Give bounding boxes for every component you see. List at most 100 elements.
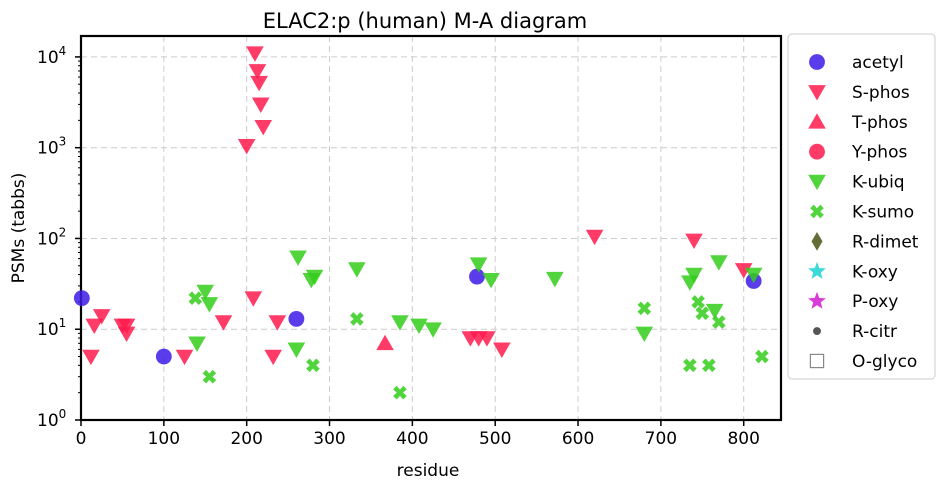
s-phos-point — [493, 342, 511, 358]
legend-label-p-oxy: P-oxy — [852, 292, 898, 312]
k-ubiq-point — [482, 273, 500, 289]
legend-label-acetyl: acetyl — [852, 53, 904, 73]
legend-marker-acetyl — [809, 54, 825, 70]
s-phos-point — [82, 349, 100, 366]
legend-marker-r-citr — [813, 327, 821, 336]
x-tick-label: 800 — [727, 429, 759, 449]
k-sumo-point — [695, 306, 710, 321]
k-ubiq-point — [200, 297, 219, 313]
k-ubiq-point — [348, 262, 366, 278]
k-sumo-point — [637, 301, 652, 316]
k-ubiq-point — [424, 322, 442, 338]
k-sumo-point — [202, 369, 217, 384]
s-phos-point — [85, 318, 104, 335]
k-ubiq-point — [469, 257, 488, 273]
x-tick-label: 100 — [148, 429, 180, 449]
s-phos-point — [246, 46, 264, 62]
y-tick-exponent: 0 — [59, 407, 67, 421]
s-phos-point — [248, 64, 267, 80]
legend-label-r-dimet: R-dimet — [852, 232, 919, 252]
y-tick-exponent: 4 — [59, 44, 67, 58]
legend-marker-k-oxy — [808, 261, 826, 279]
k-ubiq-point — [196, 284, 215, 301]
x-tick-label: 600 — [562, 429, 594, 449]
legend-marker-s-phos — [808, 85, 826, 101]
legend-label-o-glyco: O-glyco — [852, 352, 917, 372]
acetyl-point — [288, 310, 305, 327]
s-phos-point — [585, 229, 604, 246]
x-tick-label: 700 — [645, 429, 677, 449]
legend-marker-k-sumo — [810, 204, 824, 219]
acetyl-point — [155, 348, 172, 365]
k-sumo-point — [188, 291, 203, 305]
s-phos-point — [268, 315, 287, 331]
k-sumo-point — [306, 358, 320, 373]
legend-marker-y-phos — [809, 143, 825, 160]
y-tick-label: 103 — [37, 135, 66, 159]
s-phos-point — [685, 233, 703, 250]
legend-label-t-phos: T-phos — [851, 113, 908, 133]
legend-label-r-citr: R-citr — [852, 322, 897, 342]
s-phos-point — [175, 349, 194, 366]
k-ubiq-point — [289, 250, 307, 266]
legend-label-s-phos: S-phos — [852, 83, 910, 103]
k-sumo-point — [350, 312, 364, 326]
k-ubiq-point — [705, 303, 724, 320]
s-phos-point — [251, 97, 270, 113]
s-phos-point — [264, 349, 282, 366]
legend-marker-o-glyco — [809, 353, 825, 369]
legend-label-y-phos: Y-phos — [851, 143, 907, 163]
plot-frame — [79, 34, 783, 422]
acetyl-point — [73, 290, 90, 307]
legend-label-k-oxy: K-oxy — [852, 262, 898, 282]
legend-frame — [787, 33, 936, 380]
k-ubiq-point — [410, 318, 428, 335]
chart-title: ELAC2:p (human) M-A diagram — [263, 9, 587, 33]
s-phos-point — [92, 309, 111, 325]
k-ubiq-point — [744, 267, 763, 284]
grid — [81, 36, 781, 420]
legend-marker-p-oxy — [808, 291, 826, 309]
legend-label-k-ubiq: K-ubiq — [852, 173, 905, 193]
k-ubiq-point — [305, 269, 324, 286]
x-tick-label: 300 — [313, 429, 345, 449]
y-axis-label: PSMs (tabbs) — [9, 173, 29, 284]
s-phos-point — [734, 263, 753, 279]
y-tick-exponent: 2 — [59, 225, 67, 239]
legend-label-k-sumo: K-sumo — [852, 203, 914, 223]
acetyl-point — [469, 268, 485, 285]
s-phos-point — [214, 315, 233, 331]
x-axis-label: residue — [397, 461, 460, 481]
k-sumo-point — [755, 349, 769, 364]
y-tick-label: 104 — [37, 44, 66, 68]
s-phos-point — [117, 326, 136, 342]
k-ubiq-point — [685, 267, 703, 284]
k-ubiq-point — [546, 271, 564, 288]
y-tick-exponent: 3 — [59, 135, 67, 149]
k-ubiq-point — [391, 315, 409, 331]
k-sumo-point — [393, 385, 407, 400]
k-ubiq-point — [635, 326, 654, 342]
s-phos-point — [237, 138, 256, 155]
x-tick-label: 500 — [479, 429, 511, 449]
legend: acetyl S-phos T-phos Y-phos K-ubiq K-sumo R-di… — [787, 33, 936, 380]
s-phos-point — [254, 119, 273, 136]
s-phos-point — [250, 75, 268, 92]
s-phos-point — [478, 331, 496, 347]
k-ubiq-point — [188, 336, 206, 352]
k-sumo-point — [702, 358, 716, 373]
y-tick-label: 101 — [37, 316, 66, 340]
t-phos-point — [376, 334, 394, 351]
legend-marker-r-dimet — [811, 232, 823, 251]
k-sumo-point — [691, 295, 705, 309]
x-tick-label: 0 — [76, 429, 87, 449]
legend-marker-k-ubiq — [808, 174, 826, 191]
x-tick-label: 400 — [396, 429, 428, 449]
s-phos-point — [244, 291, 263, 307]
s-phos-point — [117, 318, 136, 335]
k-ubiq-point — [710, 255, 728, 271]
y-tick-exponent: 1 — [59, 316, 67, 330]
data-points — [73, 46, 769, 400]
